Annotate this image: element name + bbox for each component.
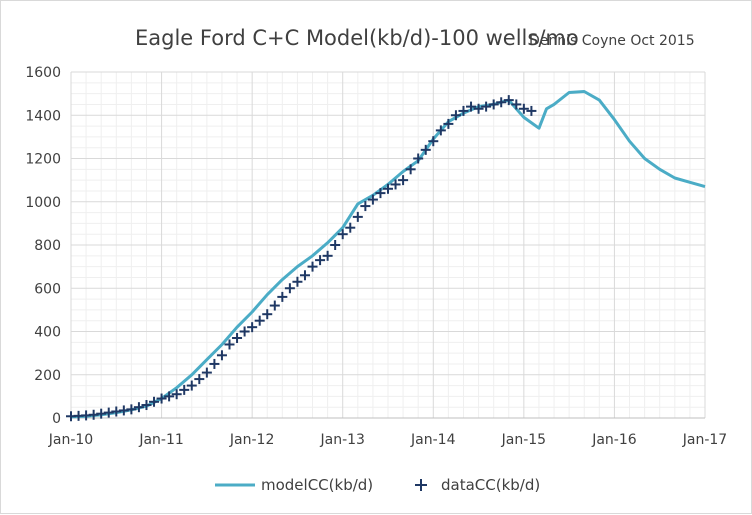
data-point — [511, 99, 522, 110]
series-line-model — [70, 90, 706, 419]
y-tick-label: 0 — [52, 411, 61, 427]
x-tick-label: Jan-11 — [138, 432, 183, 448]
data-point — [216, 350, 227, 361]
legend-model-label: modelCC(kb/d) — [261, 476, 373, 494]
data-point — [171, 389, 182, 400]
data-point — [239, 326, 250, 337]
data-point — [481, 101, 492, 112]
data-point — [450, 110, 461, 121]
y-tick-label: 600 — [34, 281, 61, 297]
data-point — [420, 144, 431, 155]
data-point — [118, 405, 129, 416]
data-point — [269, 300, 280, 311]
y-tick-label: 1600 — [25, 65, 61, 81]
data-point — [126, 404, 137, 415]
data-point — [224, 339, 235, 350]
y-tick-label: 800 — [34, 238, 61, 254]
x-tick-label: Jan-13 — [319, 432, 364, 448]
data-point — [232, 332, 243, 343]
data-point — [337, 229, 348, 240]
data-point — [262, 309, 273, 320]
chart-subtitle: Dennis Coyne Oct 2015 — [529, 33, 695, 49]
data-point — [503, 95, 514, 106]
data-point — [352, 211, 363, 222]
data-point — [186, 380, 197, 391]
chart-title: Eagle Ford C+C Model(kb/d)-100 wells/mo — [135, 26, 579, 50]
data-point — [345, 222, 356, 233]
y-tick-label: 1400 — [25, 108, 61, 124]
data-point — [149, 396, 160, 407]
data-point — [488, 99, 499, 110]
data-point — [428, 136, 439, 147]
data-point — [383, 183, 393, 194]
data-point — [103, 407, 114, 418]
legend-data-label: dataCC(kb/d) — [441, 476, 540, 494]
data-point — [435, 125, 446, 136]
data-point — [254, 315, 265, 326]
legend: modelCC(kb/d) dataCC(kb/d) — [215, 476, 540, 494]
y-tick-label: 200 — [34, 368, 61, 384]
data-point — [458, 105, 469, 116]
y-axis: 0 200 400 600 800 1000 1200 1400 1600 — [25, 65, 61, 427]
data-point — [194, 374, 205, 385]
data-point — [164, 391, 175, 402]
x-tick-label: Jan-17 — [682, 432, 727, 448]
data-point — [307, 261, 318, 272]
series-group — [66, 90, 706, 422]
gridlines — [70, 71, 706, 419]
data-point — [367, 194, 378, 205]
data-point — [299, 270, 310, 281]
data-point — [133, 402, 144, 413]
data-point — [284, 283, 295, 294]
data-point — [88, 409, 99, 420]
data-point — [473, 103, 484, 114]
data-point — [292, 276, 303, 287]
y-tick-label: 400 — [34, 325, 61, 341]
x-tick-label: Jan-15 — [501, 432, 546, 448]
data-point — [141, 400, 152, 411]
data-point — [375, 188, 386, 199]
data-point — [518, 103, 529, 114]
data-point — [96, 408, 107, 419]
y-tick-label: 1200 — [25, 152, 61, 168]
data-point — [201, 367, 212, 378]
x-tick-label: Jan-14 — [410, 432, 456, 448]
data-point — [443, 118, 454, 129]
legend-data-marker — [415, 479, 427, 491]
data-point — [315, 255, 326, 266]
data-point — [179, 384, 190, 395]
data-point — [496, 97, 507, 108]
x-tick-label: Jan-10 — [48, 432, 93, 448]
x-tick-label: Jan-16 — [591, 432, 637, 448]
data-point — [209, 358, 220, 369]
data-point — [111, 406, 122, 417]
data-point — [413, 153, 424, 164]
data-point — [466, 101, 477, 112]
data-point — [247, 322, 258, 333]
x-axis: Jan-10 Jan-11 Jan-12 Jan-13 Jan-14 Jan-15 Jan-… — [48, 417, 727, 448]
x-tick-label: Jan-12 — [229, 432, 274, 448]
data-point — [526, 105, 537, 116]
data-point — [398, 175, 409, 186]
data-point — [405, 164, 416, 175]
data-point — [360, 201, 371, 212]
data-point — [156, 393, 167, 404]
data-point — [322, 250, 333, 261]
data-point — [390, 179, 401, 190]
y-tick-label: 1000 — [25, 195, 61, 211]
data-point — [330, 240, 341, 250]
data-point — [277, 291, 288, 302]
